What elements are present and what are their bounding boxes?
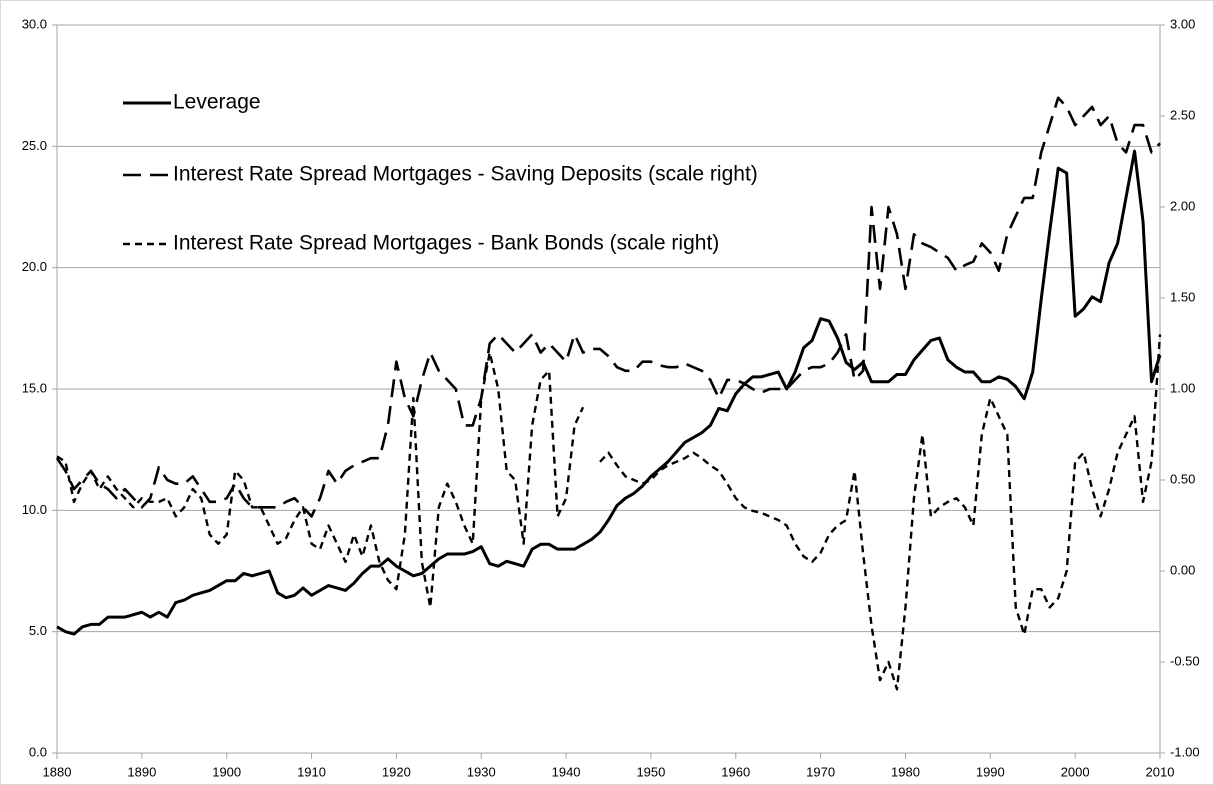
y2-tick-label: 0.00: [1170, 562, 1195, 577]
x-tick-label: 1910: [297, 764, 326, 779]
x-tick-label: 1940: [552, 764, 581, 779]
y2-tick-label: 1.50: [1170, 289, 1195, 304]
y2-tick-label: 0.50: [1170, 471, 1195, 486]
y-tick-label: 10.0: [22, 502, 47, 517]
y-tick-label: 0.0: [29, 744, 47, 759]
y2-tick-label: 3.00: [1170, 16, 1195, 31]
y-tick-label: 30.0: [22, 16, 47, 31]
x-tick-label: 1950: [636, 764, 665, 779]
x-tick-label: 1990: [976, 764, 1005, 779]
y2-tick-label: -0.50: [1170, 653, 1200, 668]
y2-tick-label: 1.00: [1170, 380, 1195, 395]
y2-tick-label: 2.00: [1170, 198, 1195, 213]
legend-label: Interest Rate Spread Mortgages - Saving …: [173, 163, 758, 186]
x-tick-label: 2000: [1061, 764, 1090, 779]
y-tick-label: 25.0: [22, 138, 47, 153]
series-line: [56, 334, 1162, 691]
x-tick-label: 1930: [467, 764, 496, 779]
x-tick-label: 2010: [1146, 764, 1175, 779]
series-line: [56, 149, 1162, 636]
y2-tick-label: -1.00: [1170, 744, 1200, 759]
series-line: [55, 96, 1161, 518]
y-tick-label: 5.0: [29, 623, 47, 638]
x-tick-label: 1980: [891, 764, 920, 779]
x-tick-label: 1970: [806, 764, 835, 779]
y-tick-label: 20.0: [22, 259, 47, 274]
x-tick-label: 1960: [721, 764, 750, 779]
x-tick-label: 1920: [382, 764, 411, 779]
y2-tick-label: 2.50: [1170, 107, 1195, 122]
y-tick-label: 15.0: [22, 380, 47, 395]
legend-label: Interest Rate Spread Mortgages - Bank Bo…: [173, 232, 719, 255]
legend-label: Leverage: [173, 91, 261, 114]
x-tick-label: 1880: [43, 764, 72, 779]
x-tick-label: 1890: [127, 764, 156, 779]
x-tick-label: 1900: [212, 764, 241, 779]
